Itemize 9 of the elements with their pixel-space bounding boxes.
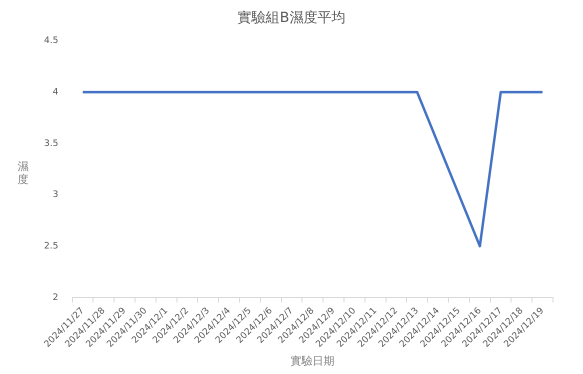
- y-tick-label: 4.5: [44, 36, 58, 46]
- x-axis-title: 實驗日期: [290, 354, 335, 368]
- y-tick-label: 2: [52, 292, 58, 303]
- y-axis-title: 濕度: [16, 160, 30, 186]
- y-tick-label: 2.5: [44, 241, 58, 252]
- y-tick-label: 3: [52, 190, 58, 200]
- y-tick-label: 4: [52, 87, 59, 98]
- chart-title: 實驗組B濕度平均: [238, 10, 346, 26]
- y-tick-label: 3.5: [44, 138, 58, 149]
